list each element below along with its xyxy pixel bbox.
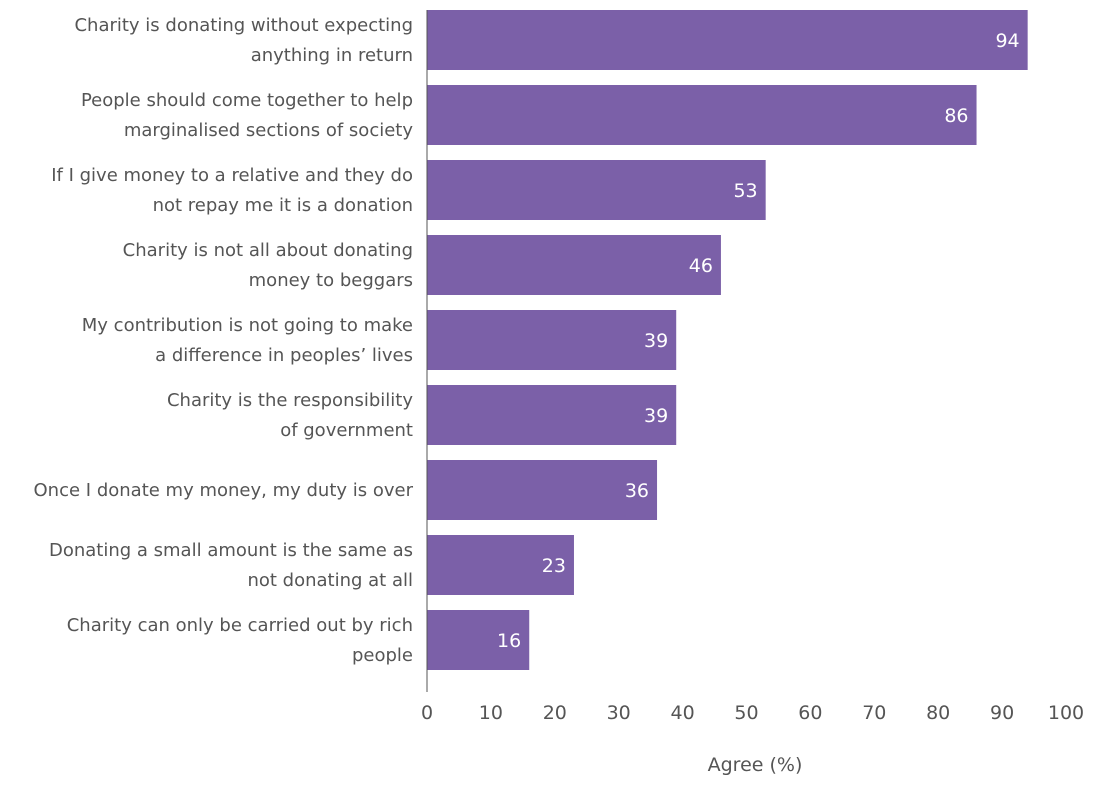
category-label-1-line-1: marginalised sections of society: [124, 120, 414, 141]
x-tick-label-6: 60: [798, 702, 822, 724]
value-label-0: 94: [995, 30, 1019, 52]
x-tick-label-10: 100: [1048, 702, 1084, 724]
x-axis-title: Agree (%): [708, 754, 803, 776]
x-tick-labels: 0 10 20 30 40 50 60 70 80 90 100: [421, 702, 1084, 724]
value-label-4: 39: [644, 330, 668, 352]
bar-7: [427, 535, 574, 595]
category-label-8-line-0: Charity can only be carried out by rich: [67, 615, 413, 636]
value-label-7: 23: [542, 555, 566, 577]
category-label-5-line-0: Charity is the responsibility: [167, 390, 413, 411]
x-tick-label-5: 50: [734, 702, 758, 724]
category-label-3-line-1: money to beggars: [249, 270, 413, 291]
category-label-1-line-0: People should come together to help: [81, 90, 413, 111]
category-label-0-line-1: anything in return: [251, 45, 413, 66]
category-label-4-line-0: My contribution is not going to make: [82, 315, 413, 336]
bar-1: [427, 85, 977, 145]
x-tick-label-9: 90: [990, 702, 1014, 724]
category-label-2-line-0: If I give money to a relative and they d…: [51, 165, 413, 186]
category-label-5-line-1: of government: [280, 420, 413, 441]
bar-3: [427, 235, 721, 295]
bar-5: [427, 385, 677, 445]
category-labels-layer: Charity is donating without expecting any…: [34, 15, 414, 666]
x-tick-label-1: 10: [479, 702, 503, 724]
value-label-5: 39: [644, 405, 668, 427]
value-label-2: 53: [733, 180, 757, 202]
value-label-1: 86: [944, 105, 968, 127]
bar-8: [427, 610, 530, 670]
bar-2: [427, 160, 766, 220]
category-label-4-line-1: a difference in peoples’ lives: [155, 345, 413, 366]
category-label-6-line-0: Once I donate my money, my duty is over: [34, 480, 414, 501]
x-tick-label-3: 30: [607, 702, 631, 724]
bar-0: [427, 10, 1028, 70]
bars-layer: [427, 10, 1028, 670]
value-label-8: 16: [497, 630, 521, 652]
value-label-3: 46: [689, 255, 713, 277]
category-label-7-line-1: not donating at all: [247, 570, 413, 591]
x-tick-label-0: 0: [421, 702, 433, 724]
category-label-8-line-1: people: [352, 645, 413, 666]
x-tick-label-7: 70: [862, 702, 886, 724]
x-tick-label-4: 40: [671, 702, 695, 724]
value-label-6: 36: [625, 480, 649, 502]
x-tick-label-2: 20: [543, 702, 567, 724]
category-label-7-line-0: Donating a small amount is the same as: [49, 540, 413, 561]
bar-6: [427, 460, 658, 520]
category-label-0-line-0: Charity is donating without expecting: [74, 15, 413, 36]
category-label-2-line-1: not repay me it is a donation: [153, 195, 413, 216]
x-tick-label-8: 80: [926, 702, 950, 724]
bar-4: [427, 310, 677, 370]
value-labels-layer: 94 86 53 46 39 39 36 23 16: [497, 30, 1020, 652]
category-label-3-line-0: Charity is not all about donating: [123, 240, 413, 261]
